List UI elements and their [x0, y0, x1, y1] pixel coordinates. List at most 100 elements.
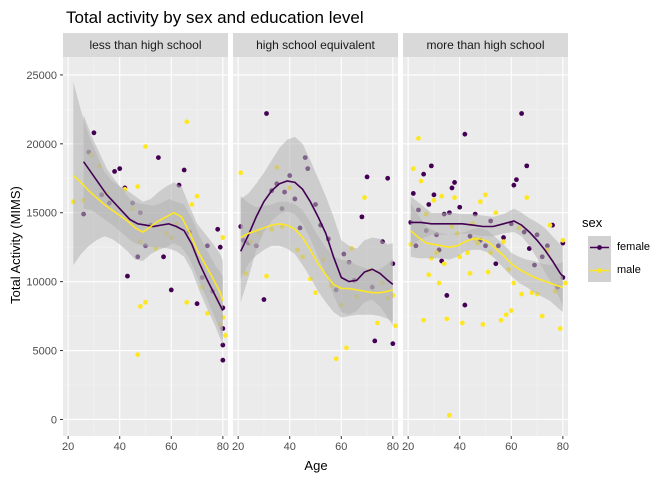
facet-strip-label: more than high school	[426, 38, 544, 52]
point-female	[155, 155, 161, 161]
point-female	[215, 226, 221, 232]
point-male	[418, 178, 424, 184]
point-female	[452, 180, 457, 185]
point-male	[410, 166, 416, 172]
point-female	[264, 111, 269, 116]
point-male	[477, 199, 483, 205]
point-male	[393, 323, 398, 329]
point-male	[223, 332, 228, 338]
x-tick-label: 60	[335, 441, 347, 453]
point-female	[457, 204, 463, 210]
point-male	[511, 280, 517, 286]
point-male	[135, 352, 141, 358]
x-tick-label: 60	[505, 441, 517, 453]
y-tick-label: 25000	[26, 70, 57, 82]
x-tick-label: 40	[284, 441, 296, 453]
y-axis: 0 5000 10000 15000 20000 25000	[26, 70, 63, 426]
point-male	[220, 235, 226, 240]
x-tick-label: 60	[165, 441, 177, 453]
point-male	[184, 299, 190, 305]
point-male	[480, 321, 486, 327]
legend-point-female	[597, 245, 602, 250]
point-female	[519, 111, 524, 116]
y-axis-title: Total Activity (MIMS)	[8, 186, 23, 304]
point-male	[238, 170, 244, 176]
legend-label-female: female	[617, 241, 650, 253]
point-male	[362, 195, 367, 200]
point-male	[374, 320, 380, 326]
legend-label-male: male	[617, 264, 641, 276]
point-male	[439, 193, 445, 199]
chart-title: Total activity by sex and education leve…	[66, 8, 364, 27]
point-male	[485, 269, 491, 275]
point-female	[364, 174, 370, 180]
point-male	[444, 316, 450, 322]
point-male	[547, 222, 553, 228]
point-male	[416, 135, 421, 141]
x-tick-label: 80	[387, 441, 399, 453]
point-male	[524, 195, 530, 200]
legend-title: sex	[582, 215, 603, 230]
point-male	[431, 197, 437, 203]
x-axis-title: Age	[304, 458, 327, 473]
point-female	[524, 163, 530, 169]
facet-strip	[233, 33, 398, 57]
point-male	[465, 250, 470, 256]
point-male	[539, 313, 545, 319]
point-male	[184, 119, 190, 125]
facet-strip	[403, 33, 568, 57]
smooth-line-female	[82, 161, 224, 311]
point-male	[344, 345, 349, 351]
x-tick-label: 80	[557, 441, 569, 453]
y-tick-label: 15000	[26, 208, 57, 220]
legend: sex female male	[582, 215, 650, 282]
point-male	[508, 308, 514, 313]
smooth-line-male	[240, 222, 394, 294]
point-female	[421, 171, 427, 177]
point-female	[385, 175, 391, 181]
point-male	[557, 326, 563, 331]
legend-point-male	[597, 268, 602, 273]
point-female	[181, 167, 187, 173]
legend-keys	[588, 236, 611, 282]
y-tick-label: 0	[51, 414, 57, 426]
ribbon-male	[410, 203, 563, 312]
y-tick-label: 10000	[26, 277, 57, 289]
point-male	[501, 239, 506, 245]
point-male	[452, 195, 457, 200]
point-male	[498, 317, 504, 323]
point-male	[143, 144, 148, 149]
point-male	[426, 272, 432, 278]
point-female	[428, 163, 434, 169]
point-male	[563, 280, 568, 286]
point-male	[421, 317, 427, 323]
x-tick-label: 40	[454, 441, 466, 453]
smooth-line-female	[410, 220, 564, 277]
point-male	[503, 312, 509, 318]
point-male	[137, 304, 143, 309]
point-female	[372, 338, 378, 344]
point-female	[511, 182, 517, 188]
facet-2: high school equivalent 20 40 60 80	[232, 33, 399, 453]
point-male	[204, 310, 210, 316]
point-male	[447, 412, 452, 418]
point-female	[462, 302, 468, 308]
point-male	[493, 210, 499, 216]
point-female	[410, 191, 416, 196]
point-male	[519, 291, 524, 297]
facet-strip-label: less than high school	[89, 38, 201, 52]
x-tick-label: 20	[62, 441, 74, 453]
point-male	[194, 193, 200, 199]
point-female	[359, 214, 365, 220]
point-female	[444, 293, 450, 298]
point-female	[493, 261, 499, 267]
point-female	[514, 177, 519, 183]
point-female	[168, 287, 174, 293]
point-female	[117, 166, 123, 172]
ribbon-male	[73, 81, 223, 341]
point-male	[313, 290, 318, 296]
point-female	[125, 273, 130, 279]
point-female	[390, 341, 396, 347]
